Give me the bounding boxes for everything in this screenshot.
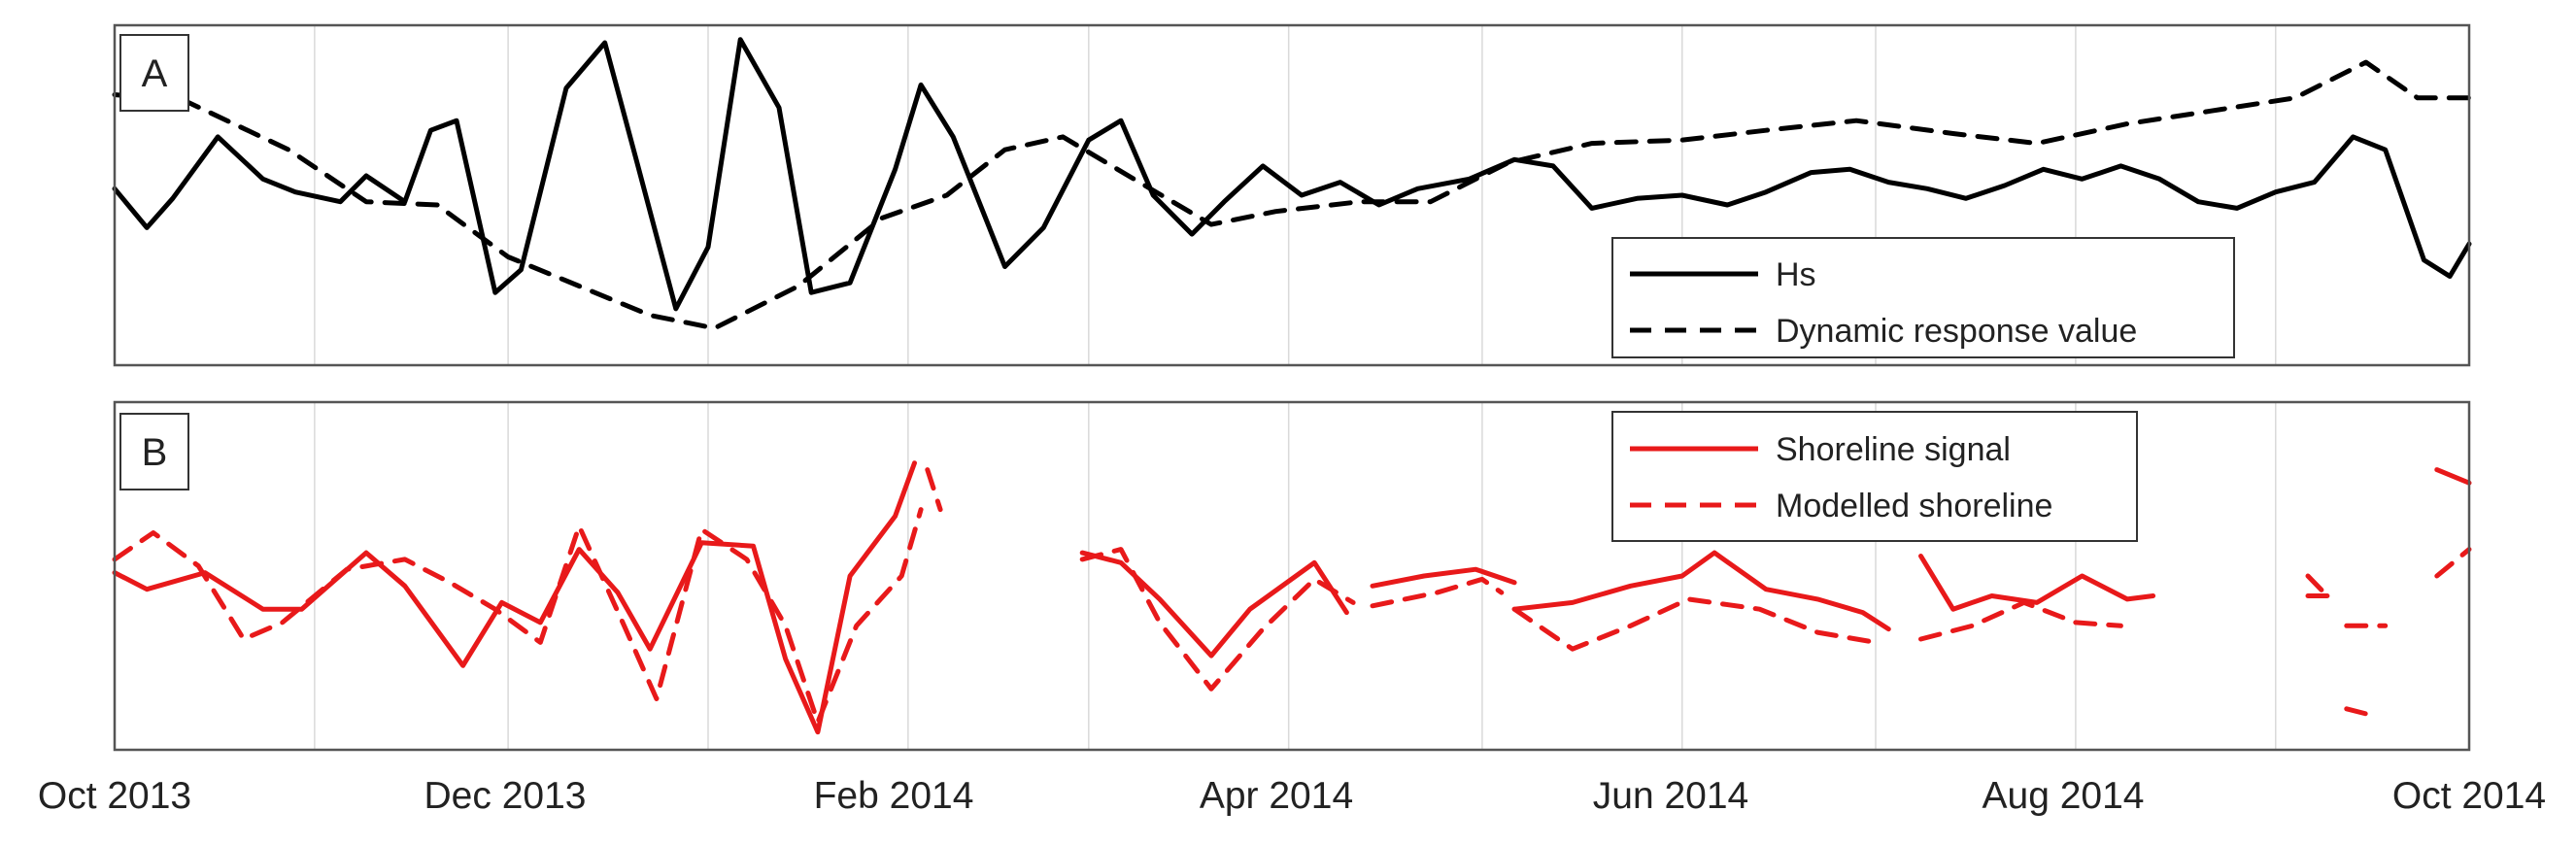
- x-tick-label: Dec 2013: [424, 775, 587, 817]
- legend-a: Hs Dynamic response value: [1611, 237, 2235, 358]
- series-line-dynamic-response-value: [112, 59, 2472, 331]
- legend-label-hs: Hs: [1776, 256, 1816, 293]
- x-tick-labels: Oct 2013 Dec 2013 Feb 2014 Apr 2014 Jun …: [38, 775, 2546, 817]
- series-line-modelled-shoreline-segment-8: [2344, 706, 2375, 719]
- legend-box-a: [1611, 237, 2235, 358]
- panel-label-b: B: [142, 431, 168, 474]
- panel-label-a: A: [142, 52, 168, 95]
- series-line-shoreline-signal-segment-2: [1370, 566, 1517, 589]
- series-line-shoreline-signal-segment-4: [1918, 554, 2156, 612]
- series-line-hs: [112, 37, 2472, 312]
- legend-label-shoreline: Shoreline signal: [1776, 431, 2011, 468]
- x-tick-label: Oct 2013: [38, 775, 191, 817]
- series-lines-b: [112, 460, 2472, 735]
- panel-label-box-a: [119, 34, 189, 112]
- x-tick-label: Feb 2014: [814, 775, 974, 817]
- series-line-modelled-shoreline-segment-2: [1079, 547, 1356, 692]
- panel-b: B Shoreline signal Modelled shoreline: [112, 400, 2472, 752]
- legend-label-modelled: Modelled shoreline: [1776, 488, 2052, 524]
- series-line-shoreline-signal-segment-3: [1511, 550, 1891, 632]
- series-line-modelled-shoreline-segment-3: [1370, 576, 1505, 609]
- x-tick-label: Oct 2014: [2392, 775, 2546, 817]
- series-lines-a: [112, 37, 2472, 331]
- legend-b: Shoreline signal Modelled shoreline: [1611, 411, 2138, 542]
- series-line-modelled-shoreline-segment-0: [112, 507, 924, 725]
- legend-box-b: [1611, 411, 2138, 542]
- series-line-modelled-shoreline-segment-6: [2305, 573, 2330, 598]
- series-line-modelled-shoreline-segment-5: [1918, 599, 2123, 642]
- axes-frame-a: [113, 23, 2471, 367]
- axes-frame-b: [113, 400, 2471, 752]
- series-line-modelled-shoreline-segment-9: [2434, 547, 2472, 579]
- x-tick-label: Jun 2014: [1593, 775, 1748, 817]
- panel-label-box-b: [119, 413, 189, 490]
- series-line-shoreline-signal-segment-6: [2434, 467, 2472, 486]
- x-tick-label: Aug 2014: [1983, 775, 2145, 817]
- x-tick-label: Apr 2014: [1200, 775, 1353, 817]
- series-line-modelled-shoreline-segment-4: [1511, 596, 1879, 652]
- legend-label-dynamic: Dynamic response value: [1776, 313, 2137, 350]
- series-line-shoreline-signal-segment-1: [1079, 550, 1349, 659]
- series-line-modelled-shoreline-segment-1: [925, 467, 943, 513]
- panel-a: A Hs Dynamic response value: [112, 23, 2472, 367]
